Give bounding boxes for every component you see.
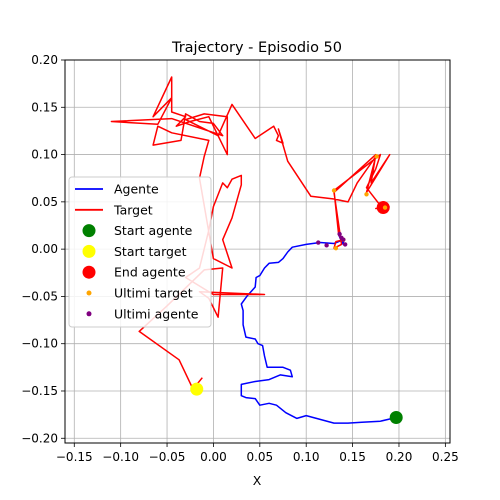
- legend-label: End agente: [114, 265, 186, 280]
- legend-label: Start target: [114, 244, 187, 259]
- legend-label: Target: [113, 202, 153, 217]
- y-tick-label: 0.15: [31, 100, 58, 114]
- legend-swatch: [86, 290, 92, 296]
- y-tick-label: 0.05: [31, 195, 58, 209]
- legend-swatch: [82, 265, 96, 279]
- legend: Agente Target Start agente Start target End …: [68, 176, 212, 328]
- legend-item-ultimi-agente: Ultimi agente: [86, 306, 199, 321]
- x-tick-label: 0.20: [386, 450, 413, 464]
- y-tick-label: −0.15: [21, 384, 58, 398]
- x-tick-label: −0.15: [56, 450, 93, 464]
- legend-item-start-target: Start target: [82, 244, 187, 259]
- legend-label: Start agente: [114, 223, 193, 238]
- point-ultimi-agente: [316, 240, 321, 245]
- legend-item-target: Target: [75, 202, 153, 217]
- point-ultimi-target: [382, 205, 388, 210]
- legend-item-ultimi-target: Ultimi target: [86, 286, 193, 301]
- series-line-agente: [240, 234, 397, 424]
- marker-start-agente: [389, 410, 403, 424]
- y-tick-label: −0.05: [21, 289, 58, 303]
- legend-item-agente: Agente: [75, 182, 159, 197]
- point-ultimi-target: [374, 154, 379, 159]
- plot-marks: [110, 76, 403, 424]
- x-axis-ticks: −0.15 −0.10 −0.05 0.00 0.05 0.10 0.15 0.20 0.25: [56, 443, 459, 464]
- x-axis-label: X: [253, 473, 262, 488]
- point-ultimi-target: [333, 245, 339, 251]
- plot-area: [110, 76, 403, 424]
- legend-swatch: [82, 224, 96, 238]
- marker-start-target: [190, 382, 204, 396]
- x-tick-label: 0.15: [339, 450, 366, 464]
- x-tick-label: 0.00: [200, 450, 227, 464]
- x-tick-label: −0.05: [149, 450, 186, 464]
- legend-label: Ultimi agente: [114, 306, 199, 321]
- axes-frame: [64, 59, 451, 444]
- legend-swatch: [86, 311, 92, 317]
- legend-item-start-agente: Start agente: [82, 223, 193, 238]
- x-tick-label: −0.10: [102, 450, 139, 464]
- point-ultimi-target: [364, 192, 369, 197]
- legend-box: [68, 176, 212, 328]
- point-ultimi-agente: [337, 231, 342, 237]
- point-ultimi-agente: [324, 243, 329, 248]
- legend-label: Ultimi target: [114, 286, 193, 301]
- chart-title: Trajectory - Episodio 50: [171, 40, 342, 56]
- x-tick-label: 0.05: [246, 450, 273, 464]
- y-tick-label: 0.00: [31, 242, 58, 256]
- y-axis-ticks: −0.20 −0.15 −0.10 −0.05 0.00 0.05 0.10 0.15 0.20: [21, 53, 65, 445]
- legend-label: Agente: [114, 182, 159, 197]
- legend-item-end-agente: End agente: [82, 265, 186, 280]
- y-tick-label: −0.10: [21, 337, 58, 351]
- y-tick-label: 0.20: [31, 53, 58, 67]
- legend-swatch: [82, 244, 96, 258]
- x-tick-label: 0.25: [432, 450, 459, 464]
- point-ultimi-target: [331, 188, 337, 193]
- y-tick-label: 0.10: [31, 148, 58, 162]
- y-tick-label: −0.20: [21, 431, 58, 445]
- point-ultimi-agente: [339, 235, 344, 240]
- point-ultimi-agente: [342, 242, 348, 247]
- x-tick-label: 0.10: [293, 450, 320, 464]
